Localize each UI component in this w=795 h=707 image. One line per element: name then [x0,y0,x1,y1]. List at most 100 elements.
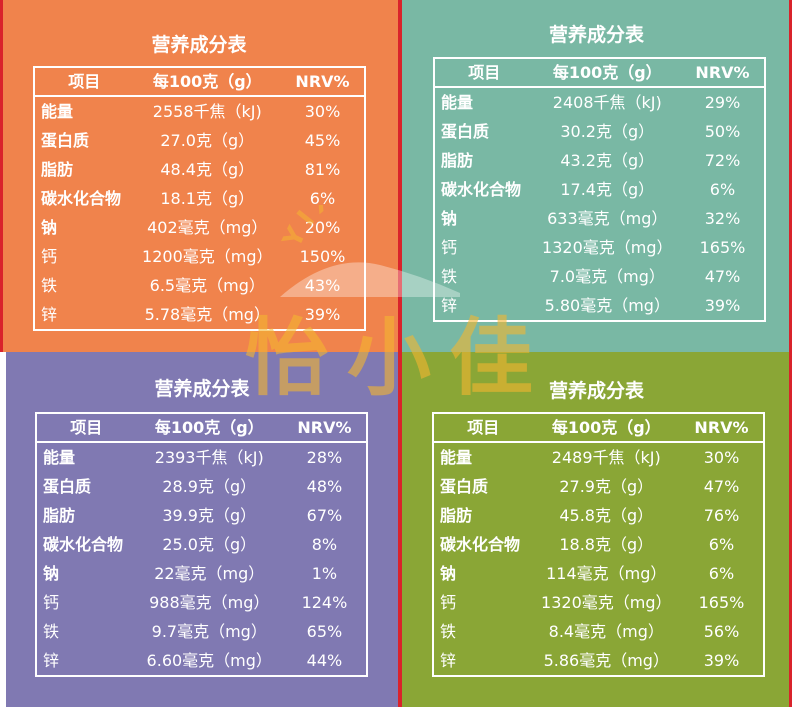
amount-per-100g: 43.2克（g） [560,151,655,170]
nutrient-name: 铁 [440,622,457,641]
table-header-row: 项目 每100克（g） NRV% [434,58,765,88]
nrv-percent: 29% [704,93,741,112]
table-row: 铁 9.7毫克（mg） 65% [36,617,367,646]
nrv-percent: 44% [306,651,343,670]
table-row: 钠 114毫克（mg） 6% [433,559,764,588]
nrv-percent: 165% [698,593,745,612]
nrv-percent: 65% [306,622,343,641]
nrv-percent: 67% [306,506,343,525]
amount-per-100g: 402毫克（mg） [147,218,268,237]
header-per100: 每100克（g） [135,413,283,443]
nutrient-name: 碳水化合物 [41,189,122,208]
nutrient-name: 钠 [43,564,60,583]
nrv-percent: 1% [311,564,338,583]
table-row: 锌 5.86毫克（mg） 39% [433,646,764,676]
amount-per-100g: 27.0克（g） [160,131,255,150]
table-row: 钠 633毫克（mg） 32% [434,204,765,233]
nutrient-name: 脂肪 [41,160,74,179]
nrv-percent: 48% [306,477,343,496]
panel-title: 营养成分表 [548,24,644,46]
amount-per-100g: 2393千焦（kJ) [154,448,264,467]
amount-per-100g: 1320毫克（mg） [542,238,673,257]
table-row: 能量 2393千焦（kJ) 28% [36,442,367,472]
table-row: 蛋白质 27.0克（g） 45% [34,126,365,155]
nrv-percent: 76% [703,506,740,525]
nrv-percent: 124% [301,593,348,612]
header-nrv: NRV% [680,58,765,88]
divider-line [789,0,792,707]
nutrient-name: 钙 [441,238,458,257]
nutrient-name: 铁 [43,622,60,641]
nutrient-name: 锌 [441,296,458,315]
table-header-row: 项目 每100克（g） NRV% [433,413,764,443]
header-nrv: NRV% [679,413,764,443]
nutrient-name: 钠 [440,564,457,583]
table-row: 锌 6.60毫克（mg） 44% [36,646,367,676]
table-row: 铁 7.0毫克（mg） 47% [434,262,765,291]
amount-per-100g: 27.9克（g） [559,477,654,496]
nrv-percent: 28% [306,448,343,467]
nutrition-table: 项目 每100克（g） NRV% 能量 2558千焦（kJ) 30% 蛋白质 27.0克… [33,66,366,331]
header-item: 项目 [34,67,134,97]
nutrient-name: 蛋白质 [41,131,90,150]
panel-title: 营养成分表 [154,378,250,400]
divider-line [0,0,3,352]
amount-per-100g: 1320毫克（mg） [541,593,672,612]
table-row: 钠 402毫克（mg） 20% [34,213,365,242]
nutrient-name: 钙 [41,247,58,266]
nrv-percent: 47% [703,477,740,496]
table-row: 碳水化合物 25.0克（g） 8% [36,530,367,559]
nutrient-name: 能量 [440,448,473,467]
table-row: 蛋白质 28.9克（g） 48% [36,472,367,501]
nrv-percent: 72% [704,151,741,170]
amount-per-100g: 988毫克（mg） [149,593,270,612]
nrv-percent: 50% [704,122,741,141]
nrv-percent: 6% [709,180,736,199]
header-item: 项目 [434,58,534,88]
panel-title: 营养成分表 [151,34,247,56]
amount-per-100g: 114毫克（mg） [546,564,667,583]
table-row: 蛋白质 27.9克（g） 47% [433,472,764,501]
nutrient-name: 能量 [43,448,76,467]
amount-per-100g: 5.86毫克（mg） [543,651,669,670]
nrv-percent: 150% [299,247,346,266]
table-row: 碳水化合物 18.1克（g） 6% [34,184,365,213]
nutrient-name: 锌 [440,651,457,670]
nutrient-name: 锌 [43,651,60,670]
amount-per-100g: 18.8克（g） [559,535,654,554]
header-nrv: NRV% [280,67,365,97]
header-item: 项目 [433,413,533,443]
nutrient-name: 脂肪 [43,506,76,525]
table-row: 能量 2558千焦（kJ) 30% [34,96,365,126]
nrv-percent: 81% [304,160,341,179]
nrv-percent: 32% [704,209,741,228]
amount-per-100g: 7.0毫克（mg） [549,267,665,286]
amount-per-100g: 633毫克（mg） [547,209,668,228]
nutrient-name: 脂肪 [441,151,474,170]
nrv-percent: 30% [703,448,740,467]
amount-per-100g: 5.78毫克（mg） [144,305,270,324]
table-row: 钙 1320毫克（mg） 165% [433,588,764,617]
table-row: 能量 2489千焦（kJ) 30% [433,442,764,472]
nrv-percent: 47% [704,267,741,286]
table-row: 碳水化合物 18.8克（g） 6% [433,530,764,559]
nrv-percent: 39% [703,651,740,670]
nutrient-name: 铁 [441,267,458,286]
table-row: 锌 5.80毫克（mg） 39% [434,291,765,321]
amount-per-100g: 5.80毫克（mg） [544,296,670,315]
header-per100: 每100克（g） [533,58,681,88]
nrv-percent: 8% [311,535,338,554]
nrv-percent: 6% [309,189,336,208]
nutrient-name: 蛋白质 [441,122,490,141]
nutrient-name: 蛋白质 [43,477,92,496]
nutrient-name: 能量 [41,102,74,121]
table-row: 蛋白质 30.2克（g） 50% [434,117,765,146]
nutrient-name: 钙 [440,593,457,612]
nrv-percent: 6% [708,564,735,583]
nrv-percent: 39% [304,305,341,324]
table-row: 脂肪 39.9克（g） 67% [36,501,367,530]
nutrition-panel-purple: 营养成分表 项目 每100克（g） NRV% 能量 2393千焦（kJ) 28% 蛋白… [6,352,398,707]
table-row: 碳水化合物 17.4克（g） 6% [434,175,765,204]
amount-per-100g: 2489千焦（kJ) [551,448,661,467]
nutrient-name: 碳水化合物 [440,535,521,554]
